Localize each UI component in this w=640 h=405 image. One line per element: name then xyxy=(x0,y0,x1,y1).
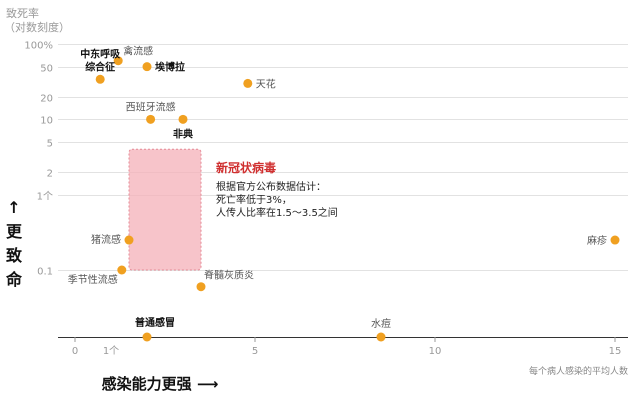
region-text-line: 根据官方公布数据估计： xyxy=(216,180,326,193)
y-tick-label: 2 xyxy=(47,169,53,180)
point-label: 非典 xyxy=(173,127,193,140)
data-point xyxy=(243,78,253,88)
x-axis-note: 每个病人感染的平均人数 xyxy=(529,365,628,377)
y-tick-label: 0.1 xyxy=(37,267,53,278)
region-title: 新冠状病毒 xyxy=(216,160,276,175)
side-label-char: ↑ xyxy=(7,198,20,217)
point-label: 西班牙流感 xyxy=(126,100,176,113)
x-tick-label: 5 xyxy=(252,346,258,357)
data-point xyxy=(95,74,105,84)
x-tick-label: 15 xyxy=(609,346,622,357)
data-point xyxy=(117,265,127,275)
data-point xyxy=(178,114,188,124)
data-point xyxy=(124,235,134,245)
side-label-char: 致 xyxy=(6,246,23,265)
x-axis-title: 感染能力更强 ⟶ xyxy=(102,375,219,393)
point-label: 埃博拉 xyxy=(155,61,185,74)
point-label: 禽流感 xyxy=(123,45,153,58)
point-label: 综合征 xyxy=(85,60,115,73)
points-layer xyxy=(95,56,620,342)
point-label: 麻疹 xyxy=(587,234,607,247)
y-tick-label: 10 xyxy=(40,116,53,127)
region-layer xyxy=(128,148,202,271)
point-label: 中东呼吸 xyxy=(80,47,121,60)
data-point xyxy=(113,56,123,66)
side-label-char: 命 xyxy=(5,270,23,289)
point-label: 天花 xyxy=(256,77,276,90)
x-tick-label: 10 xyxy=(429,346,442,357)
axes-layer: 100% 50 20 10 5 2 1个 0.1 0 1个 5 10 15 致死率（对数刻度） 感染能力更强… xyxy=(4,6,628,393)
point-label: 普通感冒 xyxy=(135,316,175,329)
data-point xyxy=(146,114,156,124)
data-point xyxy=(376,332,386,342)
y-axis-title: 致死率 xyxy=(6,6,39,20)
x-tick-label: 1个 xyxy=(103,345,119,357)
point-label: 脊髓灰质炎 xyxy=(204,269,254,282)
y-tick-label: 20 xyxy=(40,94,53,105)
y-tick-label: 5 xyxy=(47,139,53,150)
region-text-line: 死亡率低于3%， xyxy=(216,193,292,206)
data-point xyxy=(196,282,206,292)
data-point xyxy=(142,332,152,342)
data-point xyxy=(610,235,620,245)
point-label: 水痘 xyxy=(371,317,391,330)
side-label-char: 更 xyxy=(6,222,23,241)
x-tick-label: 0 xyxy=(72,346,78,357)
covid-region xyxy=(128,148,202,271)
y-tick-label: 50 xyxy=(40,64,53,75)
y-axis-subtitle: （对数刻度） xyxy=(4,20,70,34)
y-tick-label: 1个 xyxy=(37,191,53,203)
data-point xyxy=(142,62,152,72)
y-tick-label: 100% xyxy=(24,41,53,52)
point-label: 季节性流感 xyxy=(68,273,118,286)
region-text-line: 人传人比率在1.5～3.5之间 xyxy=(216,206,338,219)
point-label: 猪流感 xyxy=(91,233,121,246)
